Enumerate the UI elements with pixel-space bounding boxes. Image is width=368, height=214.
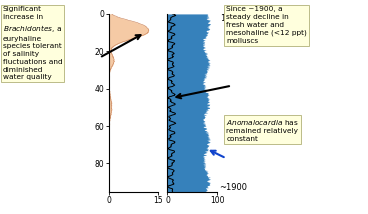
Text: ~1900: ~1900 [220,183,248,192]
Text: $\mathit{Anomalocardia}$ has
remained relatively
constant: $\mathit{Anomalocardia}$ has remained re… [226,118,299,142]
Text: Since ~1900, a
steady decline in
fresh water and
mesohaline (<12 ppt)
molluscs: Since ~1900, a steady decline in fresh w… [226,6,307,44]
Text: 1994: 1994 [220,14,241,23]
Text: Significant
increase in
$\mathit{Brachidontes}$, a
euryhaline
species tolerant
o: Significant increase in $\mathit{Brachid… [3,6,63,80]
